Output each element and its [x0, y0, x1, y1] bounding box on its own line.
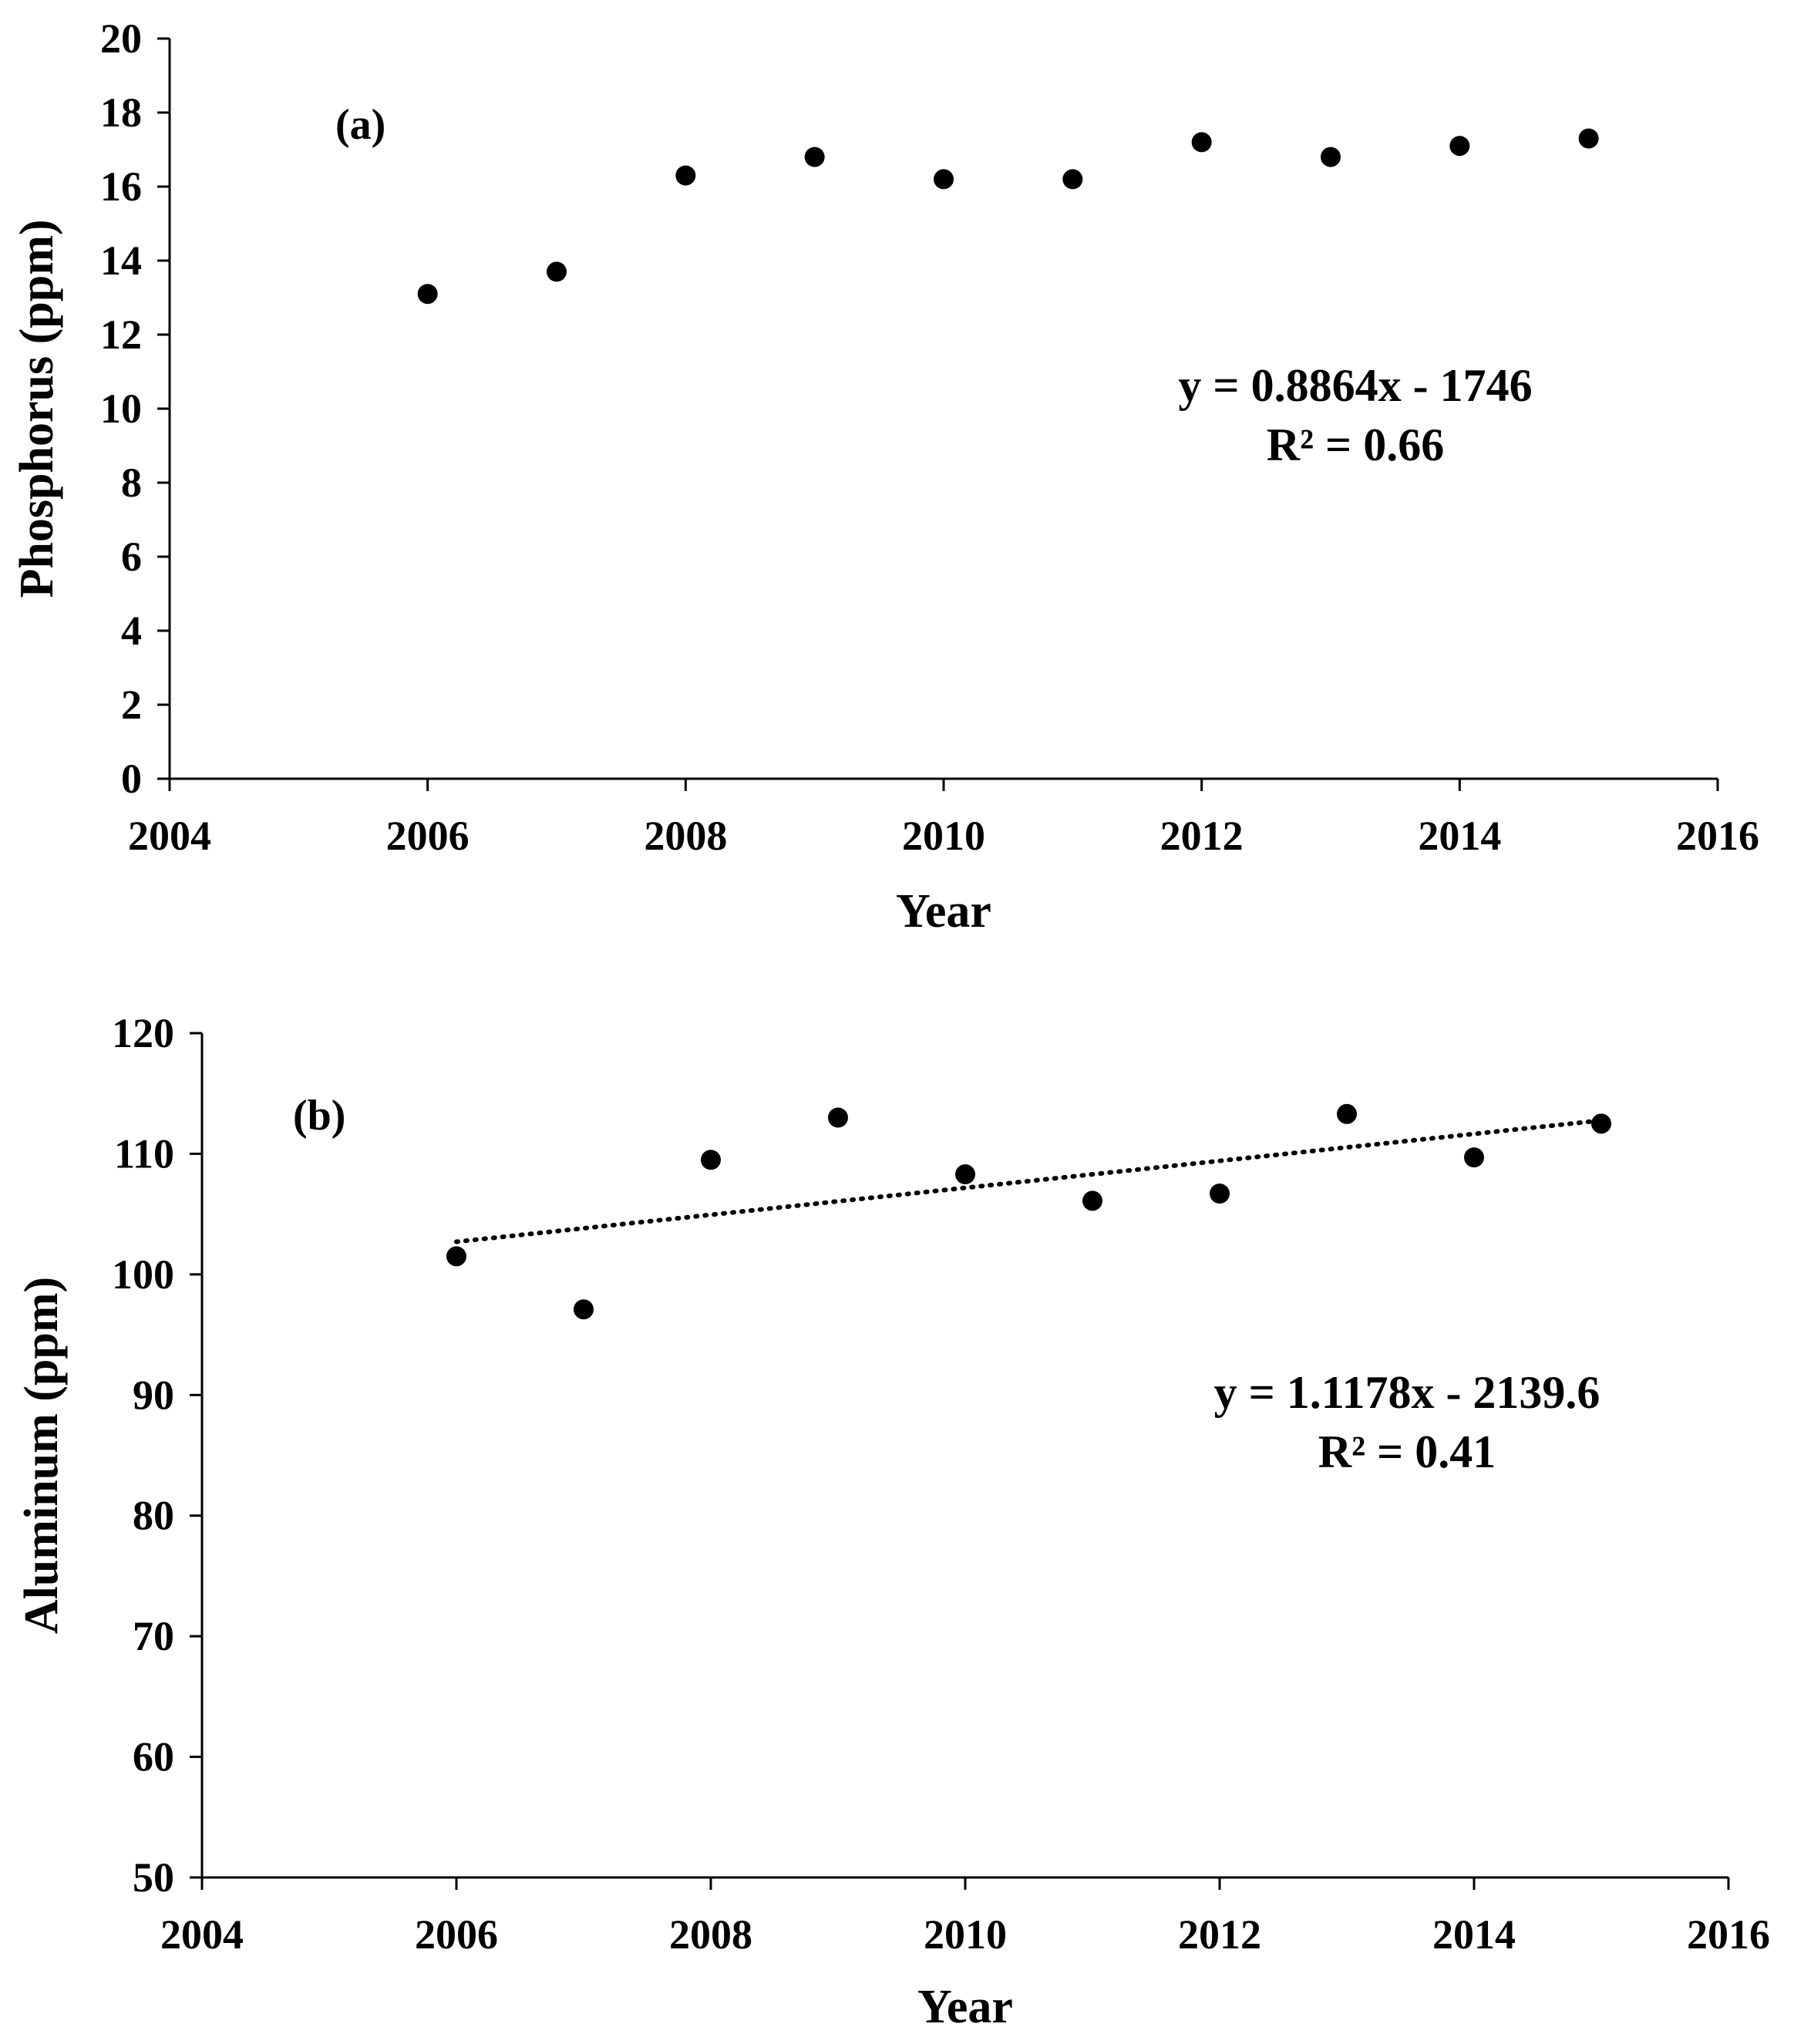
- y-tick-label: 4: [121, 608, 142, 654]
- chart-panel-b: 50 60 70 80 90 100 110 120 2004 2006 2008 2010 2012 2…: [15, 1010, 1770, 2033]
- chart-panel-a: 0 2 4 6 8 10 12 14 16 18 20 2004 2006 2008 2010 2012 201…: [11, 15, 1759, 938]
- y-tick-label: 8: [121, 460, 142, 506]
- x-tick-label: 2006: [415, 1911, 498, 1958]
- data-point: [1321, 146, 1341, 167]
- y-tick-label: 6: [121, 534, 142, 580]
- data-point: [1337, 1103, 1357, 1124]
- x-tick-label: 2006: [386, 813, 470, 859]
- data-point: [804, 146, 825, 167]
- x-tick-label: 2008: [669, 1911, 752, 1958]
- y-tick-label: 50: [133, 1854, 174, 1901]
- data-point: [1591, 1113, 1611, 1134]
- x-tick-label: 2014: [1418, 813, 1501, 859]
- x-tick-label: 2010: [924, 1911, 1007, 1958]
- y-tick-label: 70: [133, 1613, 174, 1659]
- y-axis-title: Phosphorus (ppm): [11, 220, 63, 598]
- y-tick-label: 16: [100, 163, 142, 210]
- data-point: [417, 284, 438, 305]
- panel-label: (b): [293, 1092, 345, 1140]
- regression-equation: y = 0.8864x - 1746: [1178, 360, 1532, 411]
- data-point: [701, 1150, 721, 1170]
- data-point: [446, 1246, 466, 1267]
- x-tick-label: 2014: [1432, 1911, 1516, 1958]
- data-point: [1464, 1147, 1484, 1168]
- y-tick-label: 60: [133, 1734, 174, 1780]
- y-tick-label: 110: [114, 1130, 174, 1177]
- y-tick-label: 80: [133, 1493, 174, 1539]
- y-tick-label: 12: [100, 311, 142, 358]
- data-point: [1210, 1184, 1230, 1204]
- x-tick-label: 2004: [160, 1911, 244, 1958]
- y-tick-label: 20: [100, 15, 142, 62]
- regression-equation: y = 1.1178x - 2139.6: [1214, 1367, 1600, 1418]
- x-tick-label: 2012: [1160, 813, 1244, 859]
- y-tick-label: 2: [121, 682, 142, 728]
- data-point: [1082, 1190, 1102, 1211]
- y-tick-label: 0: [121, 756, 142, 802]
- y-tick-label: 90: [133, 1372, 174, 1418]
- panel-label: (a): [335, 101, 385, 149]
- r-squared-label: R² = 0.66: [1267, 419, 1445, 470]
- y-axis-title: Aluminum (ppm): [15, 1277, 68, 1634]
- data-point: [828, 1107, 848, 1128]
- trendline: [454, 1118, 1604, 1244]
- data-point: [1191, 132, 1212, 153]
- data-point: [675, 165, 696, 186]
- y-tick-label: 120: [112, 1010, 174, 1056]
- x-tick-label: 2010: [902, 813, 985, 859]
- data-point: [1578, 128, 1599, 149]
- x-tick-label: 2008: [644, 813, 727, 859]
- y-tick-label: 10: [100, 386, 142, 432]
- data-point: [1449, 136, 1470, 157]
- data-point: [955, 1164, 975, 1185]
- x-axis-title: Year: [896, 885, 991, 938]
- data-point: [934, 169, 954, 190]
- x-tick-label: 2016: [1676, 813, 1759, 859]
- x-tick-label: 2004: [128, 813, 211, 859]
- data-point: [1062, 169, 1083, 190]
- x-axis-title: Year: [917, 1981, 1013, 2033]
- data-point: [547, 261, 567, 282]
- x-tick-label: 2016: [1687, 1911, 1770, 1958]
- x-tick-label: 2012: [1178, 1911, 1261, 1958]
- data-point: [574, 1299, 594, 1320]
- y-tick-label: 100: [112, 1251, 174, 1298]
- y-tick-label: 18: [100, 89, 142, 136]
- y-tick-label: 14: [100, 237, 142, 284]
- r-squared-label: R² = 0.41: [1318, 1426, 1496, 1477]
